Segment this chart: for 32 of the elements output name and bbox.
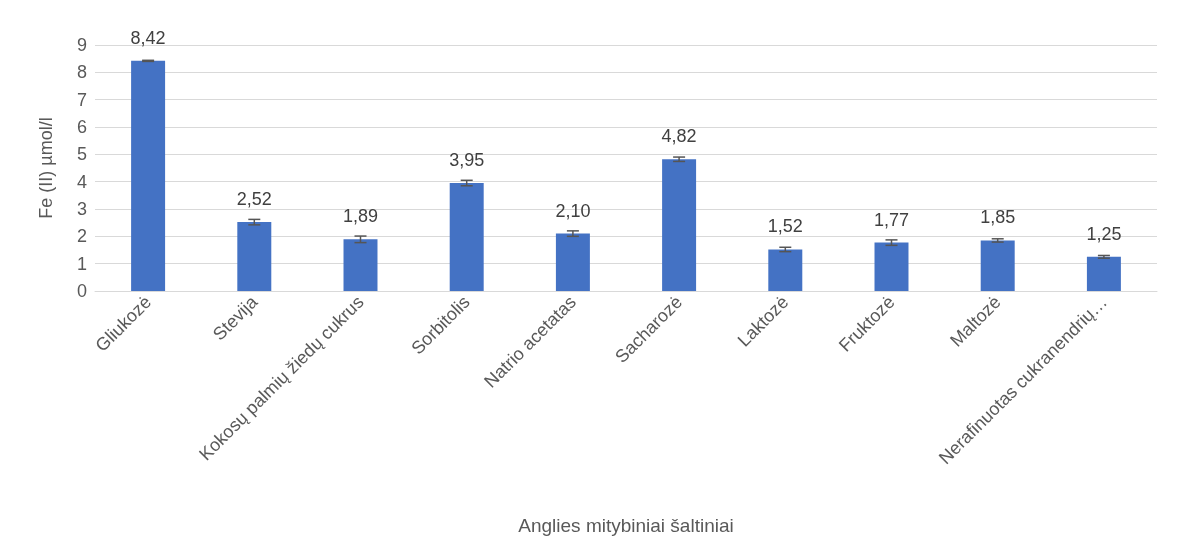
bar	[662, 159, 697, 291]
data-label: 1,77	[873, 209, 910, 230]
bar	[1086, 256, 1121, 291]
y-tick-label: 9	[76, 35, 87, 55]
bar	[980, 240, 1015, 291]
y-tick-label: 7	[76, 89, 87, 110]
bar	[449, 183, 484, 291]
y-tick-label: 3	[76, 199, 87, 219]
bar	[874, 242, 909, 291]
x-axis-title: Anglies mitybiniai šaltiniai	[518, 515, 734, 536]
y-axis-title: Fe (II) µmol/l	[36, 117, 56, 219]
y-tick-label: 1	[76, 253, 87, 274]
data-label: 1,85	[980, 207, 1016, 228]
bar	[131, 60, 166, 291]
data-label: 3,95	[449, 150, 485, 171]
bar	[768, 249, 803, 291]
data-label: 1,25	[1086, 223, 1122, 244]
y-tick-label: 5	[76, 144, 87, 165]
y-tick-label: 6	[76, 117, 87, 137]
y-tick-label: 4	[76, 171, 87, 192]
data-label: 2,10	[555, 200, 591, 221]
bar	[555, 233, 590, 291]
data-label: 1,89	[342, 206, 379, 227]
bar	[343, 239, 378, 291]
data-label: 4,82	[661, 126, 697, 147]
y-tick-label: 2	[76, 226, 87, 247]
bar	[237, 222, 272, 291]
y-tick-label: 8	[76, 62, 87, 83]
y-tick-label: 0	[76, 281, 87, 301]
data-label: 8,42	[130, 27, 166, 48]
data-label: 1,52	[767, 216, 803, 237]
data-label: 2,52	[236, 189, 272, 210]
